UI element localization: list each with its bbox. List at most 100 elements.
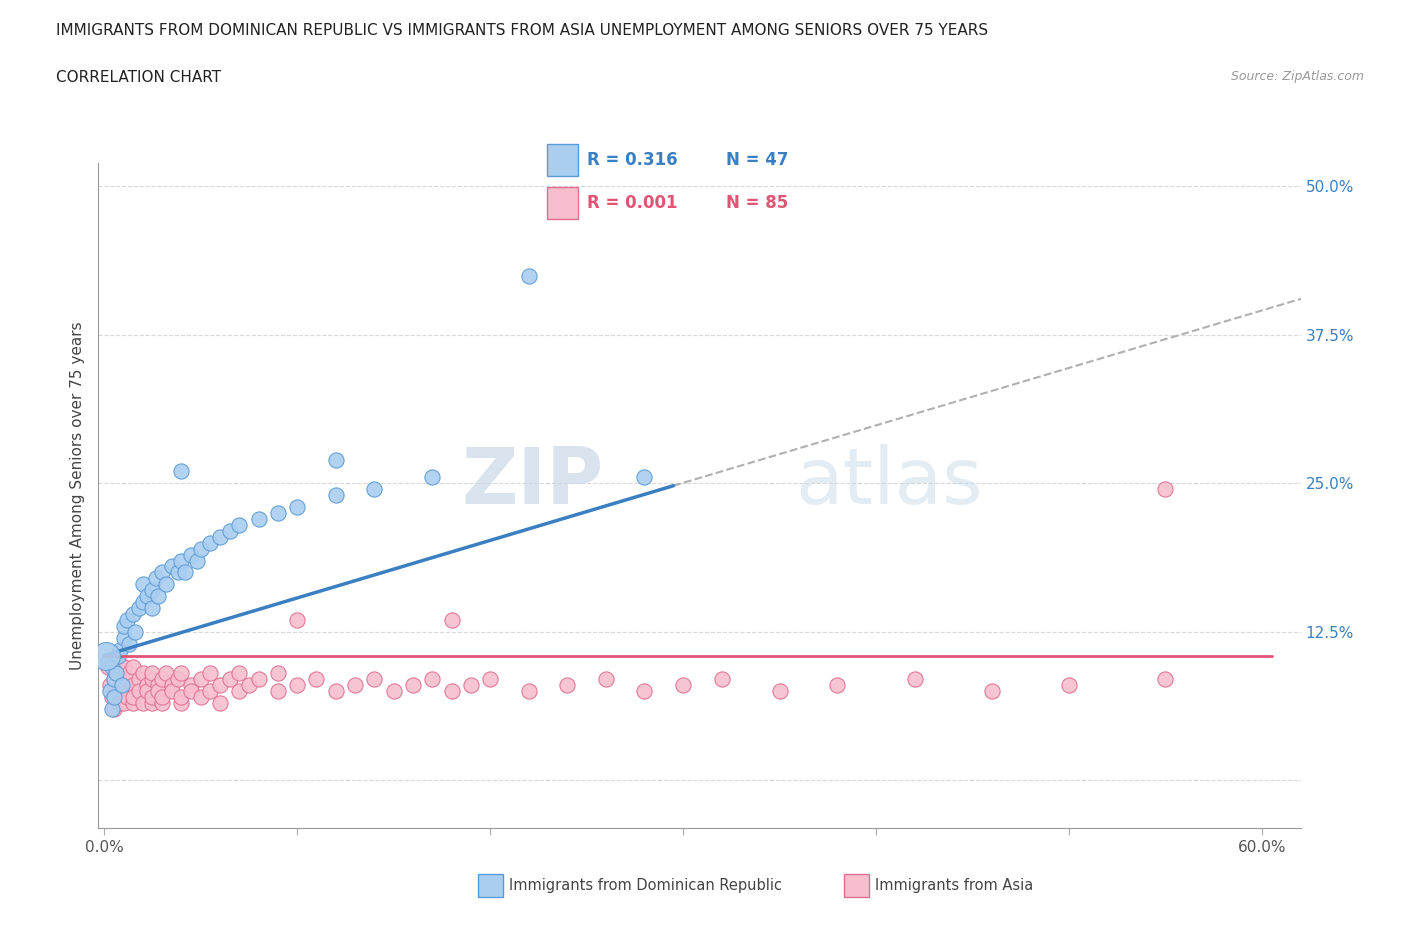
Point (117, 690, 139, 705)
Point (122, 696, 145, 711)
Point (101, 690, 124, 705)
Point (402, 678, 425, 693)
Point (107, 648, 129, 663)
Point (112, 660, 135, 675)
Point (170, 690, 193, 705)
Point (305, 671, 328, 686)
Point (440, 684, 463, 698)
Point (180, 684, 202, 698)
Point (768, 684, 790, 698)
Point (135, 678, 157, 693)
Point (97, 660, 120, 675)
Point (200, 684, 222, 698)
Point (101, 701, 124, 716)
Text: R = 0.316: R = 0.316 (586, 151, 678, 169)
Point (112, 696, 135, 711)
Point (1154, 671, 1177, 686)
Point (94, 648, 117, 663)
Point (420, 470, 443, 485)
Text: IMMIGRANTS FROM DOMINICAN REPUBLIC VS IMMIGRANTS FROM ASIA UNEMPLOYMENT AMONG SE: IMMIGRANTS FROM DOMINICAN REPUBLIC VS IM… (56, 23, 988, 38)
Point (132, 577, 155, 591)
Point (101, 660, 124, 675)
Point (170, 553, 193, 568)
Point (118, 666, 141, 681)
Point (135, 589, 157, 604)
Point (108, 671, 131, 686)
Point (148, 589, 170, 604)
Point (141, 690, 163, 705)
Point (122, 690, 145, 705)
Point (200, 666, 222, 681)
Point (145, 571, 167, 586)
Point (1057, 678, 1080, 693)
Point (363, 482, 385, 497)
Point (112, 678, 135, 693)
Point (200, 536, 222, 551)
Point (98, 678, 121, 693)
Point (344, 678, 367, 693)
Point (132, 666, 155, 681)
Point (247, 671, 270, 686)
Point (150, 565, 173, 579)
Point (97, 654, 120, 669)
Point (174, 565, 197, 579)
Point (103, 671, 125, 686)
Point (672, 678, 695, 693)
Text: Source: ZipAtlas.com: Source: ZipAtlas.com (1230, 70, 1364, 83)
Point (1154, 482, 1177, 497)
Point (595, 671, 617, 686)
Point (170, 464, 193, 479)
Point (238, 678, 260, 693)
Point (117, 613, 139, 628)
Text: N = 47: N = 47 (725, 151, 789, 169)
Point (267, 666, 290, 681)
Point (228, 666, 250, 681)
Point (363, 671, 385, 686)
Point (132, 594, 155, 609)
Text: R = 0.001: R = 0.001 (586, 193, 678, 212)
Text: CORRELATION CHART: CORRELATION CHART (56, 70, 221, 85)
Point (382, 684, 405, 698)
Text: Immigrants from Asia: Immigrants from Asia (875, 878, 1033, 893)
Point (141, 666, 163, 681)
Point (160, 684, 183, 698)
Point (325, 684, 347, 698)
Point (904, 671, 927, 686)
Point (148, 678, 170, 693)
Bar (547, 144, 578, 176)
Point (208, 529, 231, 544)
Point (128, 684, 150, 698)
Point (103, 671, 125, 686)
Point (228, 517, 250, 532)
Point (218, 524, 240, 538)
Point (285, 613, 308, 628)
Point (827, 678, 849, 693)
Point (166, 671, 188, 686)
Point (141, 671, 163, 686)
Text: N = 85: N = 85 (725, 193, 789, 212)
Point (122, 678, 145, 693)
Point (110, 678, 132, 693)
Point (108, 642, 131, 657)
Point (190, 690, 212, 705)
Point (285, 678, 308, 693)
Point (155, 666, 177, 681)
Point (170, 696, 193, 711)
Point (420, 671, 443, 686)
Point (110, 666, 132, 681)
Point (190, 541, 212, 556)
Point (101, 654, 124, 669)
Point (122, 606, 145, 621)
Point (160, 678, 183, 693)
Point (155, 577, 177, 591)
Point (517, 268, 540, 283)
Point (141, 696, 163, 711)
Point (440, 613, 463, 628)
Text: Immigrants from Dominican Republic: Immigrants from Dominican Republic (509, 878, 782, 893)
Text: ZIP: ZIP (461, 444, 603, 520)
Point (479, 671, 502, 686)
Point (633, 684, 655, 698)
Point (150, 696, 173, 711)
Point (150, 690, 173, 705)
Point (107, 654, 129, 669)
